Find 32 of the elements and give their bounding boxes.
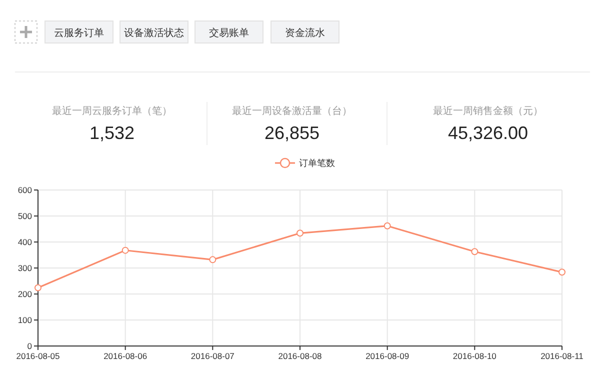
x-tick-label: 2016-08-09 [366, 351, 410, 361]
text: 26,855 [264, 123, 320, 143]
point [122, 246, 129, 254]
text: 设备激活状态 [124, 27, 184, 39]
text: 最近一周云服务订单（笔） [52, 105, 172, 117]
text: 云服务订单 [54, 27, 104, 39]
text: 交易账单 [209, 27, 249, 39]
point [296, 230, 304, 237]
text: 最近一周设备激活量（台） [232, 105, 352, 117]
text: 最近一周销售金额（元） [433, 105, 543, 117]
x-tick-label: 2016-08-06 [104, 351, 148, 361]
x-tick-label: 2016-08-05 [16, 351, 60, 361]
y-tick-label: 300 [18, 263, 32, 273]
text: 45,326.00 [448, 123, 528, 143]
y-tick-label: 500 [18, 211, 32, 221]
text: 1,532 [89, 123, 135, 143]
y-tick-label: 100 [18, 315, 32, 325]
text: 资金流水 [285, 27, 325, 39]
y-tick-label: 400 [18, 237, 32, 247]
x-tick-label: 2016-08-10 [452, 351, 497, 361]
point [471, 248, 478, 256]
legend-label: 订单笔数 [299, 158, 335, 168]
point [34, 284, 42, 292]
x-tick-label: 2016-08-08 [278, 351, 322, 361]
point [384, 222, 391, 230]
y-tick-label: 600 [18, 185, 32, 195]
x-tick-label: 2016-08-11 [540, 351, 584, 361]
y-tick-label: 200 [18, 289, 32, 299]
x-tick-label: 2016-08-07 [190, 351, 235, 361]
y-tick-label: 0 [27, 341, 32, 351]
point [558, 268, 566, 276]
point [209, 256, 216, 264]
